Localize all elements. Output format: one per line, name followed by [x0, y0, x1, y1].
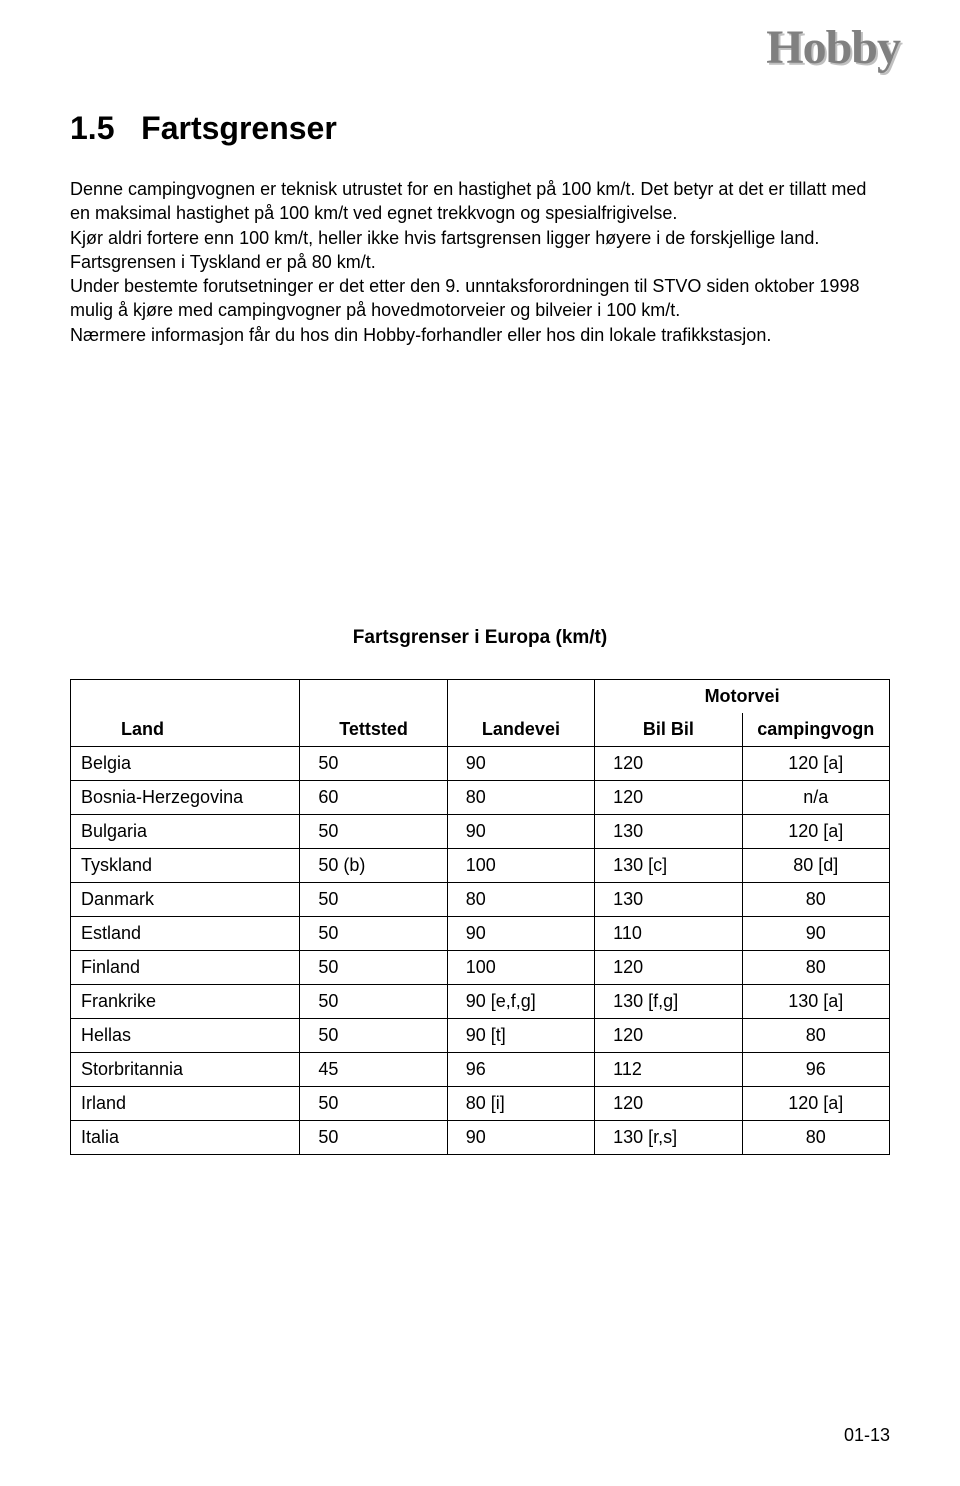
table-header-row-1: Motorvei: [71, 680, 890, 714]
cell-camping: n/a: [742, 781, 889, 815]
section-number: 1.5: [70, 110, 114, 146]
cell-tettsted: 50: [300, 1121, 447, 1155]
cell-land: Bosnia-Herzegovina: [71, 781, 300, 815]
header-tettsted: Tettsted: [300, 713, 447, 747]
cell-camping: 80: [742, 1121, 889, 1155]
cell-land: Belgia: [71, 747, 300, 781]
cell-bil: 130: [595, 815, 742, 849]
cell-land: Frankrike: [71, 985, 300, 1019]
cell-tettsted: 50: [300, 1019, 447, 1053]
cell-tettsted: 50: [300, 815, 447, 849]
cell-bil: 120: [595, 747, 742, 781]
cell-landevei: 90: [447, 1121, 594, 1155]
cell-land: Danmark: [71, 883, 300, 917]
speed-limits-table: Motorvei Land Tettsted Landevei Bil Bil …: [70, 679, 890, 1155]
cell-camping: 96: [742, 1053, 889, 1087]
cell-tettsted: 50: [300, 1087, 447, 1121]
cell-landevei: 90 [t]: [447, 1019, 594, 1053]
table-row: Finland 50 100 120 80: [71, 951, 890, 985]
paragraph-1: Denne campingvognen er teknisk utrustet …: [70, 177, 890, 226]
cell-land: Estland: [71, 917, 300, 951]
cell-camping: 120 [a]: [742, 815, 889, 849]
cell-tettsted: 50: [300, 747, 447, 781]
cell-landevei: 80: [447, 781, 594, 815]
cell-landevei: 90: [447, 815, 594, 849]
cell-camping: 80: [742, 883, 889, 917]
paragraph-4: Nærmere informasjon får du hos din Hobby…: [70, 323, 890, 347]
paragraph-2: Kjør aldri fortere enn 100 km/t, heller …: [70, 226, 890, 275]
header-bil: Bil Bil: [595, 713, 742, 747]
cell-tettsted: 50: [300, 917, 447, 951]
cell-landevei: 80: [447, 883, 594, 917]
table-row: Italia 50 90 130 [r,s] 80: [71, 1121, 890, 1155]
cell-bil: 130: [595, 883, 742, 917]
table-row: Hellas 50 90 [t] 120 80: [71, 1019, 890, 1053]
table-row: Danmark 50 80 130 80: [71, 883, 890, 917]
cell-land: Finland: [71, 951, 300, 985]
section-title: 1.5 Fartsgrenser: [70, 110, 890, 147]
header-empty-3: [447, 680, 594, 714]
cell-tettsted: 50: [300, 883, 447, 917]
header-motorvei: Motorvei: [595, 680, 890, 714]
table-row: Frankrike 50 90 [e,f,g] 130 [f,g] 130 [a…: [71, 985, 890, 1019]
header-campingvogn: campingvogn: [742, 713, 889, 747]
page-number: 01-13: [844, 1425, 890, 1446]
body-text: Denne campingvognen er teknisk utrustet …: [70, 177, 890, 347]
cell-landevei: 96: [447, 1053, 594, 1087]
table-row: Storbritannia 45 96 112 96: [71, 1053, 890, 1087]
cell-tettsted: 50: [300, 985, 447, 1019]
cell-tettsted: 50 (b): [300, 849, 447, 883]
table-header-row-2: Land Tettsted Landevei Bil Bil campingvo…: [71, 713, 890, 747]
cell-camping: 120 [a]: [742, 1087, 889, 1121]
table-row: Bosnia-Herzegovina 60 80 120 n/a: [71, 781, 890, 815]
cell-land: Irland: [71, 1087, 300, 1121]
cell-tettsted: 50: [300, 951, 447, 985]
cell-bil: 120: [595, 1087, 742, 1121]
cell-camping: 80: [742, 1019, 889, 1053]
cell-landevei: 80 [i]: [447, 1087, 594, 1121]
cell-landevei: 90 [e,f,g]: [447, 985, 594, 1019]
cell-bil: 130 [r,s]: [595, 1121, 742, 1155]
cell-land: Hellas: [71, 1019, 300, 1053]
hobby-logo: Hobby: [766, 20, 900, 75]
cell-land: Storbritannia: [71, 1053, 300, 1087]
cell-tettsted: 60: [300, 781, 447, 815]
cell-tettsted: 45: [300, 1053, 447, 1087]
cell-bil: 130 [c]: [595, 849, 742, 883]
header-landevei: Landevei: [447, 713, 594, 747]
cell-landevei: 90: [447, 747, 594, 781]
table-row: Bulgaria 50 90 130 120 [a]: [71, 815, 890, 849]
table-row: Irland 50 80 [i] 120 120 [a]: [71, 1087, 890, 1121]
cell-camping: 90: [742, 917, 889, 951]
cell-camping: 80 [d]: [742, 849, 889, 883]
cell-camping: 130 [a]: [742, 985, 889, 1019]
table-row: Belgia 50 90 120 120 [a]: [71, 747, 890, 781]
cell-camping: 80: [742, 951, 889, 985]
cell-bil: 110: [595, 917, 742, 951]
header-land: Land: [71, 713, 300, 747]
section-name: Fartsgrenser: [141, 110, 337, 146]
table-body: Belgia 50 90 120 120 [a] Bosnia-Herzegov…: [71, 747, 890, 1155]
cell-landevei: 100: [447, 849, 594, 883]
table-title: Fartsgrenser i Europa (km/t): [70, 627, 890, 649]
header-empty-1: [71, 680, 300, 714]
paragraph-3: Under bestemte forutsetninger er det ett…: [70, 274, 890, 323]
cell-bil: 120: [595, 1019, 742, 1053]
cell-bil: 112: [595, 1053, 742, 1087]
cell-camping: 120 [a]: [742, 747, 889, 781]
table-row: Estland 50 90 110 90: [71, 917, 890, 951]
cell-landevei: 90: [447, 917, 594, 951]
table-row: Tyskland 50 (b) 100 130 [c] 80 [d]: [71, 849, 890, 883]
cell-bil: 120: [595, 781, 742, 815]
cell-land: Tyskland: [71, 849, 300, 883]
cell-land: Bulgaria: [71, 815, 300, 849]
cell-landevei: 100: [447, 951, 594, 985]
cell-land: Italia: [71, 1121, 300, 1155]
cell-bil: 120: [595, 951, 742, 985]
header-empty-2: [300, 680, 447, 714]
cell-bil: 130 [f,g]: [595, 985, 742, 1019]
